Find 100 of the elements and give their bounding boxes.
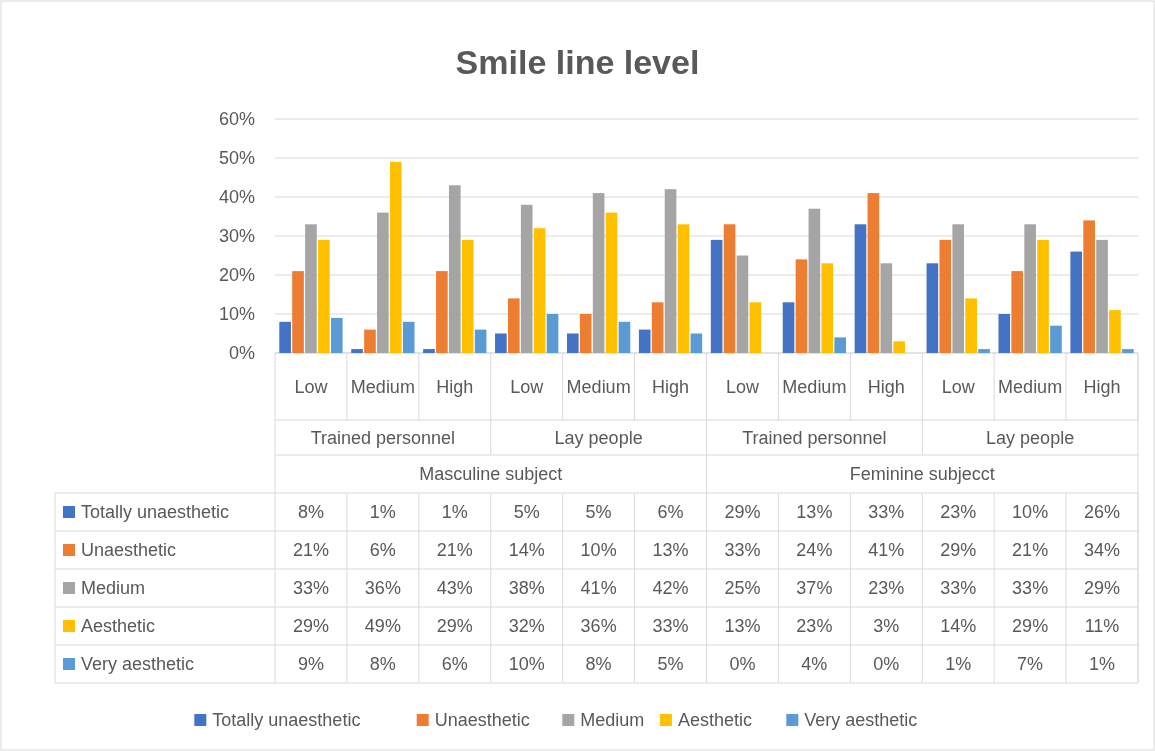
bar: [579, 314, 592, 353]
data-label: 13%: [724, 616, 761, 637]
data-label: 13%: [652, 540, 689, 561]
data-label: 33%: [724, 540, 761, 561]
data-label: 33%: [868, 502, 905, 523]
bar: [1083, 220, 1095, 353]
data-label: 8%: [369, 654, 396, 675]
bar: [520, 204, 533, 353]
x-tick-label: Medium: [782, 376, 847, 397]
bar: [1096, 239, 1108, 353]
data-label: 33%: [940, 578, 977, 599]
bar: [782, 302, 795, 353]
bar: [592, 193, 605, 353]
bar: [318, 239, 330, 353]
data-label: 33%: [292, 578, 329, 599]
bar: [474, 329, 487, 353]
data-label: 34%: [1084, 540, 1121, 561]
bar: [677, 224, 690, 353]
bar: [389, 161, 402, 353]
data-label: 41%: [868, 540, 905, 561]
legend-label: Unaesthetic: [81, 540, 177, 561]
data-label: 33%: [652, 616, 689, 637]
data-label: 1%: [369, 502, 396, 523]
text: Masculine subject: [419, 464, 563, 485]
x-tick-label: High: [1083, 376, 1121, 397]
bar: [965, 298, 977, 353]
data-label: 1%: [441, 502, 468, 523]
data-label: 23%: [796, 616, 833, 637]
bar: [507, 298, 520, 353]
text: Aesthetic: [677, 710, 752, 731]
bar: [448, 185, 461, 353]
bar: [978, 349, 990, 353]
data-label: 33%: [1012, 578, 1049, 599]
data-label: 0%: [873, 654, 900, 675]
data-label: 14%: [508, 540, 545, 561]
data-label: 8%: [585, 654, 612, 675]
bar: [546, 314, 559, 353]
data-label: 9%: [297, 654, 324, 675]
bar: [1050, 325, 1062, 353]
data-label: 29%: [724, 502, 761, 523]
legend-label: Very aesthetic: [81, 654, 195, 675]
bar: [867, 193, 880, 353]
data-label: 21%: [292, 540, 329, 561]
x-tick-label: High: [652, 376, 690, 397]
data-label: 3%: [873, 616, 900, 637]
data-label: 23%: [868, 578, 905, 599]
bar: [1109, 310, 1121, 353]
bar: [461, 239, 474, 353]
data-label: 6%: [369, 540, 396, 561]
x-tick-label: Low: [510, 376, 545, 397]
data-label: 43%: [436, 578, 473, 599]
data-label: 29%: [940, 540, 977, 561]
bar: [377, 212, 389, 353]
bar: [364, 329, 376, 353]
data-label: 36%: [580, 616, 617, 637]
data-label: 14%: [940, 616, 977, 637]
text: Unaesthetic: [434, 710, 530, 731]
bar: [821, 263, 834, 353]
data-label: 29%: [1084, 578, 1121, 599]
bar: [305, 224, 317, 353]
bar: [926, 263, 939, 353]
bar: [279, 321, 291, 353]
data-label: 49%: [364, 616, 401, 637]
bar: [723, 224, 736, 353]
bar: [736, 255, 749, 353]
chart-title: Smile line level: [455, 43, 700, 81]
bar: [402, 321, 415, 353]
data-label: 41%: [580, 578, 617, 599]
bar: [651, 302, 664, 353]
bar: [854, 224, 867, 353]
data-label: 1%: [1089, 654, 1116, 675]
bar: [834, 337, 847, 353]
text: Lay people: [554, 427, 643, 448]
data-label: 6%: [441, 654, 468, 675]
bar: [1122, 349, 1134, 353]
bar: [880, 263, 893, 353]
bar: [292, 271, 304, 353]
bar: [330, 317, 343, 353]
bar: [638, 329, 651, 353]
data-label: 26%: [1084, 502, 1121, 523]
x-tick-label: Medium: [350, 376, 415, 397]
text: Trained personnel: [742, 427, 887, 448]
bar: [1070, 251, 1083, 353]
data-label: 21%: [436, 540, 473, 561]
bar: [1024, 224, 1036, 353]
bar: [436, 271, 448, 353]
data-label: 21%: [1012, 540, 1049, 561]
bar: [998, 314, 1011, 353]
data-label: 37%: [796, 578, 833, 599]
data-label: 10%: [508, 654, 545, 675]
data-label: 5%: [657, 654, 684, 675]
data-label: 29%: [1012, 616, 1049, 637]
bar: [351, 349, 363, 353]
x-tick-label: Medium: [566, 376, 631, 397]
text: Feminine subjecct: [849, 464, 995, 485]
text: Totally unaesthetic: [212, 710, 361, 731]
data-label: 38%: [508, 578, 545, 599]
data-label: 36%: [364, 578, 401, 599]
data-label: 5%: [585, 502, 612, 523]
text: Medium: [580, 710, 645, 731]
